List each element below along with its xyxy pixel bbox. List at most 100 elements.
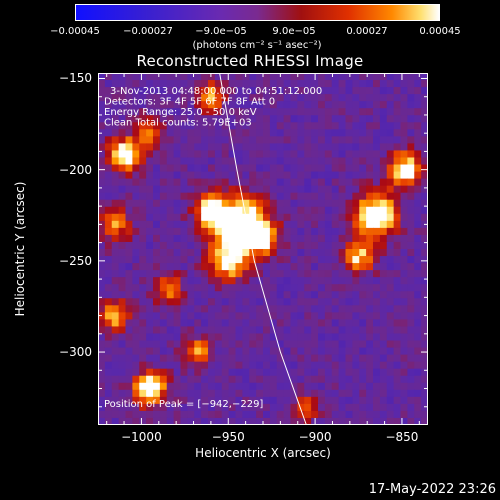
heatmap-cell xyxy=(180,375,188,384)
heatmap-cell xyxy=(173,354,182,363)
heatmap-cell xyxy=(139,361,147,370)
heatmap-cell xyxy=(318,199,326,208)
heatmap-cell xyxy=(400,206,408,215)
heatmap-cell xyxy=(263,396,271,405)
heatmap-cell xyxy=(311,143,319,152)
heatmap-cell xyxy=(269,73,278,81)
heatmap-cell xyxy=(407,298,415,306)
heatmap-cell xyxy=(400,115,408,123)
heatmap-cell xyxy=(283,101,292,109)
heatmap-cell xyxy=(269,375,278,384)
heatmap-cell xyxy=(125,80,133,88)
heatmap-cell xyxy=(345,178,353,187)
heatmap-cell xyxy=(125,270,133,278)
heatmap-cell xyxy=(139,291,147,299)
heatmap-cell xyxy=(373,94,381,102)
heatmap-cell xyxy=(297,157,305,166)
heatmap-cell xyxy=(187,361,195,370)
heatmap-cell xyxy=(125,312,133,320)
heatmap-cell xyxy=(373,157,381,166)
heatmap-cell xyxy=(201,312,209,320)
heatmap-cell xyxy=(111,396,120,405)
heatmap-cell xyxy=(276,108,285,116)
heatmap-cell xyxy=(235,122,243,130)
heatmap-cell xyxy=(146,206,154,215)
heatmap-cell xyxy=(338,333,347,342)
heatmap-cell xyxy=(338,389,347,398)
heatmap-cell xyxy=(104,129,113,137)
heatmap-cell xyxy=(352,213,360,222)
heatmap-cell xyxy=(304,319,312,328)
heatmap-cell xyxy=(318,347,326,356)
heatmap-cell xyxy=(331,234,340,243)
heatmap-cell xyxy=(373,164,381,173)
heatmap-cell xyxy=(297,389,305,398)
heatmap-cell xyxy=(208,263,216,271)
heatmap-cell xyxy=(373,185,381,194)
heatmap-cell xyxy=(283,157,292,166)
heatmap-cell xyxy=(345,249,353,257)
heatmap-cell xyxy=(269,115,278,123)
heatmap-cell xyxy=(269,94,278,102)
heatmap-cell xyxy=(166,241,175,250)
heatmap-cell xyxy=(111,171,120,180)
heatmap-cell xyxy=(366,326,374,335)
heatmap-cell xyxy=(201,389,209,398)
heatmap-cell xyxy=(373,241,381,250)
heatmap-cell xyxy=(311,375,319,384)
heatmap-cell xyxy=(214,396,223,405)
heatmap-cell xyxy=(386,241,395,250)
heatmap-cell xyxy=(208,249,216,257)
heatmap-cell xyxy=(379,354,388,363)
heatmap-cell xyxy=(98,375,106,384)
heatmap-cell xyxy=(201,199,209,208)
heatmap-cell xyxy=(304,396,312,405)
heatmap-cell xyxy=(104,375,113,384)
heatmap-cell xyxy=(359,136,367,144)
heatmap-cell xyxy=(297,115,305,123)
heatmap-cell xyxy=(345,108,353,116)
heatmap-cell xyxy=(228,319,237,328)
heatmap-cell xyxy=(242,234,250,243)
heatmap-cell xyxy=(338,249,347,257)
heatmap-cell xyxy=(269,249,278,257)
heatmap-cell xyxy=(283,150,292,159)
heatmap-cell xyxy=(331,73,340,81)
heatmap-cell xyxy=(359,249,367,257)
heatmap-cell xyxy=(194,101,202,109)
heatmap-cell xyxy=(276,171,285,180)
heatmap-cell xyxy=(228,382,237,391)
heatmap-cell xyxy=(256,410,264,419)
heatmap-cell xyxy=(139,87,147,95)
heatmap-cell xyxy=(421,108,428,116)
heatmap-cell xyxy=(214,122,223,130)
heatmap-cell xyxy=(214,354,223,363)
heatmap-cell xyxy=(159,94,168,102)
heatmap-cell xyxy=(187,108,195,116)
heatmap-cell xyxy=(111,298,120,306)
heatmap-cell xyxy=(263,136,271,144)
heatmap-cell xyxy=(256,389,264,398)
heatmap-cell xyxy=(249,87,257,95)
heatmap-cell xyxy=(235,305,243,313)
heatmap-cell xyxy=(242,199,250,208)
heatmap-cell xyxy=(366,305,374,313)
heatmap-cell xyxy=(173,340,182,349)
heatmap-cell xyxy=(407,319,415,328)
heatmap-cell xyxy=(297,270,305,278)
heatmap-cell xyxy=(173,164,182,173)
heatmap-cell xyxy=(324,220,333,229)
heatmap-cell xyxy=(111,73,120,81)
heatmap-cell xyxy=(153,375,161,384)
heatmap-cell xyxy=(166,87,175,95)
heatmap-cell xyxy=(345,234,353,243)
heatmap-cell xyxy=(421,319,428,328)
heatmap-cell xyxy=(208,129,216,137)
heatmap-cell xyxy=(146,199,154,208)
heatmap-cell xyxy=(263,171,271,180)
heatmap-cell xyxy=(159,305,168,313)
heatmap-cell xyxy=(125,298,133,306)
heatmap-cell xyxy=(235,80,243,88)
heatmap-cell xyxy=(407,361,415,370)
heatmap-cell xyxy=(111,213,120,222)
